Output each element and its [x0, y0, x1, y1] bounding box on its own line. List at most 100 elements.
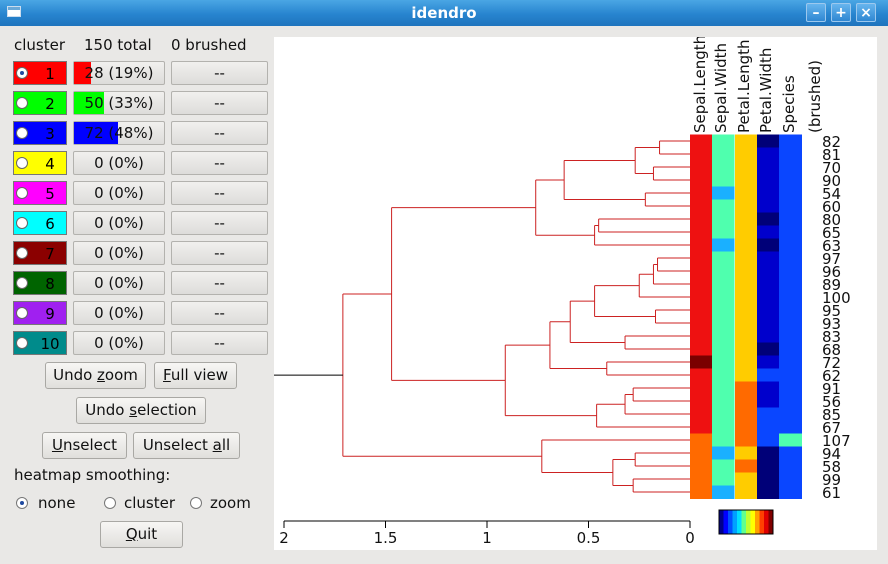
heatmap-cell — [690, 433, 713, 447]
dendrogram-heatmap-svg[interactable]: Sepal.Length Sepal.Width Petal.Length Petal… — [274, 35, 877, 550]
cluster-color-button[interactable]: 7 — [13, 241, 67, 265]
cluster-brushed-button[interactable]: -- — [171, 121, 268, 145]
leaf-label: 63 — [822, 237, 841, 255]
cluster-count-button[interactable]: 0 (0%) — [73, 181, 165, 205]
heatmap-cell — [735, 433, 758, 447]
cluster-count-button[interactable]: 72 (48%) — [73, 121, 165, 145]
cluster-select-radio[interactable] — [16, 217, 28, 229]
cluster-brushed-button[interactable]: -- — [171, 181, 268, 205]
heatmap-cell — [690, 355, 713, 369]
cluster-brushed-button[interactable]: -- — [171, 151, 268, 175]
cluster-brushed-button[interactable]: -- — [171, 331, 268, 355]
leaf-label: 94 — [822, 445, 841, 463]
smoothing-none-radio[interactable] — [16, 497, 28, 509]
maximize-button[interactable]: + — [831, 3, 851, 22]
cluster-color-button[interactable]: 3 — [13, 121, 67, 145]
heatmap-cell — [712, 459, 735, 473]
cluster-count-button[interactable]: 0 (0%) — [73, 331, 165, 355]
heatmap-cell — [735, 407, 758, 421]
cluster-count-button[interactable]: 0 (0%) — [73, 241, 165, 265]
cluster-color-button[interactable]: 5 — [13, 181, 67, 205]
quit-button[interactable]: Quit — [100, 521, 183, 548]
heatmap-column-label: (brushed) — [806, 60, 824, 133]
cluster-count-button[interactable]: 50 (33%) — [73, 91, 165, 115]
heatmap-column-label: Sepal.Length — [691, 37, 709, 133]
cluster-color-button[interactable]: 10 — [13, 331, 67, 355]
cluster-select-radio[interactable] — [16, 187, 28, 199]
heatmap-cell — [757, 433, 780, 447]
leaf-label: 72 — [822, 354, 841, 372]
unselect-all-button[interactable]: Unselect all — [133, 432, 240, 459]
cluster-brushed-value: -- — [214, 274, 225, 292]
cluster-brushed-value: -- — [214, 124, 225, 142]
cluster-number: 4 — [45, 155, 55, 173]
heatmap-cell — [757, 199, 780, 213]
undo-selection-button[interactable]: Undo selection — [76, 397, 206, 424]
x-axis-tick-label: 2 — [279, 529, 289, 547]
cluster-brushed-value: -- — [214, 244, 225, 262]
heatmap-column-label: Petal.Length — [735, 40, 753, 134]
cluster-select-radio[interactable] — [16, 157, 28, 169]
heatmap-cell — [757, 186, 780, 200]
cluster-brushed-button[interactable]: -- — [171, 91, 268, 115]
heatmap-cell — [690, 173, 713, 187]
cluster-select-radio[interactable] — [16, 67, 28, 79]
cluster-select-radio[interactable] — [16, 277, 28, 289]
cluster-count: 28 (19%) — [84, 64, 154, 82]
heatmap-cell — [690, 472, 713, 486]
cluster-select-radio[interactable] — [16, 247, 28, 259]
cluster-row: 7 0 (0%) -- — [0, 241, 274, 267]
close-button[interactable]: × — [856, 3, 876, 22]
cluster-select-radio[interactable] — [16, 97, 28, 109]
cluster-brushed-button[interactable]: -- — [171, 241, 268, 265]
cluster-count: 0 (0%) — [94, 244, 144, 262]
cluster-color-button[interactable]: 8 — [13, 271, 67, 295]
cluster-select-radio[interactable] — [16, 337, 28, 349]
heatmap-cell — [712, 160, 735, 174]
heatmap-cell — [735, 212, 758, 226]
color-scale-cell — [746, 510, 751, 534]
cluster-brushed-button[interactable]: -- — [171, 301, 268, 325]
cluster-select-radio[interactable] — [16, 307, 28, 319]
cluster-color-button[interactable]: 6 — [13, 211, 67, 235]
undo-zoom-button[interactable]: Undo zoom — [45, 362, 146, 389]
cluster-color-button[interactable]: 2 — [13, 91, 67, 115]
smoothing-cluster-radio[interactable] — [104, 497, 116, 509]
full-view-button[interactable]: Full view — [154, 362, 237, 389]
heatmap-cell — [779, 433, 802, 447]
cluster-count: 72 (48%) — [84, 124, 154, 142]
cluster-select-radio[interactable] — [16, 127, 28, 139]
heatmap-cell — [712, 277, 735, 291]
heatmap-cell — [757, 238, 780, 252]
cluster-count-button[interactable]: 0 (0%) — [73, 271, 165, 295]
heatmap-cell — [690, 251, 713, 265]
cluster-count-button[interactable]: 0 (0%) — [73, 211, 165, 235]
cluster-color-button[interactable]: 9 — [13, 301, 67, 325]
cluster-color-button[interactable]: 1 — [13, 61, 67, 85]
cluster-brushed-button[interactable]: -- — [171, 211, 268, 235]
smoothing-zoom-radio[interactable] — [190, 497, 202, 509]
cluster-brushed-button[interactable]: -- — [171, 61, 268, 85]
cluster-count-button[interactable]: 28 (19%) — [73, 61, 165, 85]
cluster-number: 7 — [45, 245, 55, 263]
minimize-button[interactable]: – — [806, 3, 826, 22]
smoothing-cluster-label: cluster — [124, 494, 176, 512]
heatmap-cell — [735, 329, 758, 343]
cluster-color-button[interactable]: 4 — [13, 151, 67, 175]
cluster-count-button[interactable]: 0 (0%) — [73, 301, 165, 325]
color-scale-cell — [764, 510, 769, 534]
dendrogram-plot[interactable]: Sepal.Length Sepal.Width Petal.Length Petal… — [274, 35, 877, 550]
x-axis-tick-label: 0.5 — [577, 529, 601, 547]
heatmap-cell — [690, 316, 713, 330]
heatmap-cell — [690, 290, 713, 304]
cluster-row: 5 0 (0%) -- — [0, 181, 274, 207]
window-menu-icon[interactable] — [7, 6, 21, 17]
heatmap-cell — [690, 134, 713, 148]
heatmap-cell — [712, 394, 735, 408]
cluster-brushed-button[interactable]: -- — [171, 271, 268, 295]
unselect-button[interactable]: Unselect — [42, 432, 127, 459]
cluster-count-button[interactable]: 0 (0%) — [73, 151, 165, 175]
heatmap-cell — [735, 381, 758, 395]
heatmap-column-label: Sepal.Width — [712, 43, 730, 133]
color-scale-cell — [759, 510, 765, 534]
